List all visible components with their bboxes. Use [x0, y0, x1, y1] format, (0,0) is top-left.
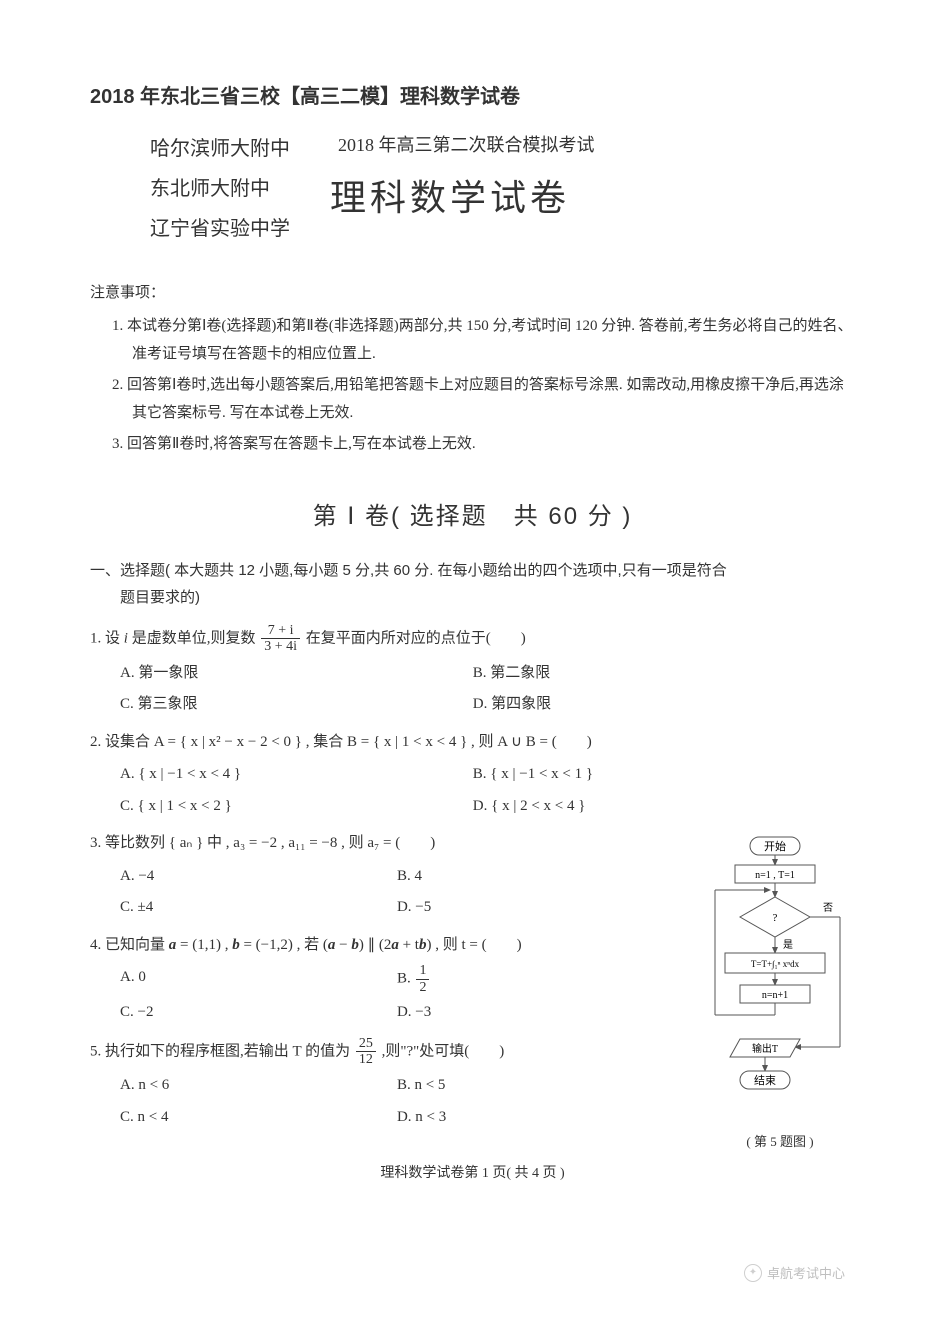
q4-opt-b: B. 1 2 — [397, 963, 674, 995]
svg-text:否: 否 — [823, 902, 833, 914]
q3-opt-d: D. −5 — [397, 893, 674, 922]
part-heading: 一、选择题( 本大题共 12 小题,每小题 5 分,共 60 分. 在每小题给出… — [90, 557, 855, 611]
svg-text:n=1 , T=1: n=1 , T=1 — [755, 870, 795, 881]
q2-stem: 2. 设集合 A = { x | x² − x − 2 < 0 } , 集合 B… — [90, 728, 855, 757]
q2-opt-c: C. { x | 1 < x < 2 } — [120, 792, 473, 821]
section-title: 第 Ⅰ 卷( 选择题 共 60 分 ) — [90, 496, 855, 531]
page-footer: 理科数学试卷第 1 页( 共 4 页 ) — [90, 1162, 855, 1182]
school-3: 辽宁省实验中学 — [150, 209, 290, 249]
svg-text:输出T: 输出T — [752, 1042, 778, 1055]
flowchart-caption: ( 第 5 题图 ) — [705, 1131, 855, 1150]
q5-stem: 5. 执行如下的程序框图,若输出 T 的值为 25 12 ,则"?"处可填( ) — [90, 1036, 697, 1068]
q3-opt-b: B. 4 — [397, 862, 674, 891]
school-2: 东北师大附中 — [150, 169, 290, 209]
q3-opt-a: A. −4 — [120, 862, 397, 891]
q1-opt-b: B. 第二象限 — [473, 659, 826, 688]
exam-subtitle: 2018 年高三第二次联合模拟考试 — [338, 131, 595, 157]
svg-text:开始: 开始 — [764, 839, 786, 853]
q2-opt-d: D. { x | 2 < x < 4 } — [473, 792, 826, 821]
q5-opt-a: A. n < 6 — [120, 1071, 397, 1100]
q4-stem: 4. 已知向量 a = (1,1) , b = (−1,2) , 若 (a − … — [90, 931, 697, 960]
svg-text:?: ? — [773, 912, 778, 924]
part-heading-l1: 一、选择题( 本大题共 12 小题,每小题 5 分,共 60 分. 在每小题给出… — [90, 562, 727, 579]
q2-opt-a: A. { x | −1 < x < 4 } — [120, 760, 473, 789]
q5-fraction: 25 12 — [356, 1036, 376, 1068]
part-heading-l2: 题目要求的) — [90, 584, 855, 611]
q1-opt-c: C. 第三象限 — [120, 690, 473, 719]
svg-text:T=T+∫₁ⁿ xⁿdx: T=T+∫₁ⁿ xⁿdx — [751, 959, 800, 970]
q1-fraction: 7 + i 3 + 4i — [261, 623, 300, 655]
flowchart: 开始 n=1 , T=1 ? 否 是 T=T+∫₁ⁿ xⁿdx n=n+1 — [705, 829, 855, 1150]
svg-text:是: 是 — [783, 939, 793, 951]
question-4: 4. 已知向量 a = (1,1) , b = (−1,2) , 若 (a − … — [90, 931, 697, 1030]
header-block: 哈尔滨师大附中 东北师大附中 辽宁省实验中学 2018 年高三第二次联合模拟考试… — [90, 129, 855, 249]
watermark: ✦ 卓航考试中心 — [744, 1263, 845, 1282]
svg-text:结束: 结束 — [754, 1074, 776, 1087]
q1-opt-a: A. 第一象限 — [120, 659, 473, 688]
notice-3: 3. 回答第Ⅱ卷时,将答案写在答题卡上,写在本试卷上无效. — [90, 430, 855, 459]
wechat-icon: ✦ — [744, 1264, 762, 1282]
notice-2: 2. 回答第Ⅰ卷时,选出每小题答案后,用铅笔把答题卡上对应题目的答案标号涂黑. … — [90, 371, 855, 428]
notice-1: 1. 本试卷分第Ⅰ卷(选择题)和第Ⅱ卷(非选择题)两部分,共 150 分,考试时… — [90, 312, 855, 369]
question-1: 1. 设 i 是虚数单位,则复数 7 + i 3 + 4i 在复平面内所对应的点… — [90, 623, 855, 722]
q4-opt-a: A. 0 — [120, 963, 397, 995]
q1-opt-d: D. 第四象限 — [473, 690, 826, 719]
q3-stem: 3. 等比数列 { aₙ } 中 , a₃ = −2 , a₁₁ = −8 , … — [90, 829, 697, 858]
notice-heading: 注意事项： — [90, 279, 855, 308]
exam-titles: 2018 年高三第二次联合模拟考试 理科数学试卷 — [330, 129, 595, 221]
question-5: 5. 执行如下的程序框图,若输出 T 的值为 25 12 ,则"?"处可填( )… — [90, 1036, 697, 1135]
question-3: 3. 等比数列 { aₙ } 中 , a₃ = −2 , a₁₁ = −8 , … — [90, 829, 697, 925]
school-1: 哈尔滨师大附中 — [150, 129, 290, 169]
q4-opt-c: C. −2 — [120, 998, 397, 1027]
q3-opt-c: C. ±4 — [120, 893, 397, 922]
q1-stem: 1. 设 i 是虚数单位,则复数 7 + i 3 + 4i 在复平面内所对应的点… — [90, 623, 855, 655]
q5-opt-b: B. n < 5 — [397, 1071, 674, 1100]
q5-opt-d: D. n < 3 — [397, 1103, 674, 1132]
q2-opt-b: B. { x | −1 < x < 1 } — [473, 760, 826, 789]
question-2: 2. 设集合 A = { x | x² − x − 2 < 0 } , 集合 B… — [90, 728, 855, 824]
notice-block: 注意事项： 1. 本试卷分第Ⅰ卷(选择题)和第Ⅱ卷(非选择题)两部分,共 150… — [90, 279, 855, 458]
schools-list: 哈尔滨师大附中 东北师大附中 辽宁省实验中学 — [150, 129, 290, 249]
q4-opt-d: D. −3 — [397, 998, 674, 1027]
exam-title: 理科数学试卷 — [330, 169, 595, 221]
page-title: 2018 年东北三省三校【高三二模】理科数学试卷 — [90, 80, 855, 109]
q5-opt-c: C. n < 4 — [120, 1103, 397, 1132]
svg-text:n=n+1: n=n+1 — [762, 990, 788, 1001]
